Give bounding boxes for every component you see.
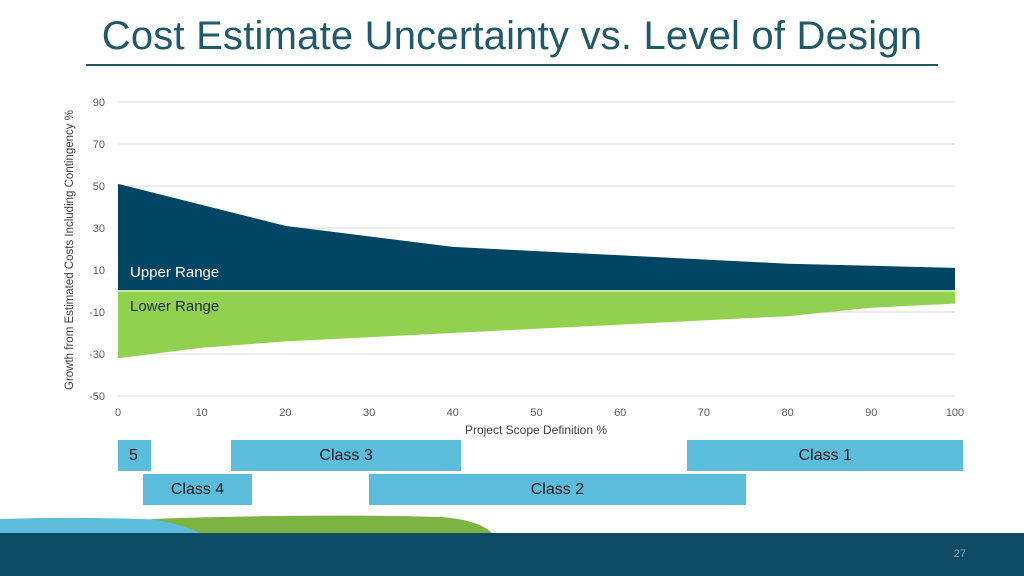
x-tick-label: 10 bbox=[196, 407, 208, 419]
x-tick-label: 20 bbox=[279, 407, 291, 419]
slide-title: Cost Estimate Uncertainty vs. Level of D… bbox=[101, 14, 923, 58]
x-tick-label: 90 bbox=[865, 407, 877, 419]
x-tick-label: 30 bbox=[363, 407, 375, 419]
x-tick-labels: 0 10 20 30 40 50 60 70 80 90 100 bbox=[115, 407, 964, 419]
upper-range-area bbox=[118, 183, 955, 291]
y-tick-label: -10 bbox=[89, 307, 105, 319]
class-5-bar: 5 bbox=[118, 440, 152, 471]
x-tick-label: 100 bbox=[946, 407, 964, 419]
class-2-bar: Class 2 bbox=[369, 474, 746, 505]
range-areas bbox=[118, 183, 955, 359]
y-tick-label: 70 bbox=[93, 139, 105, 151]
x-tick-label: 80 bbox=[781, 407, 793, 419]
x-tick-label: 40 bbox=[447, 407, 459, 419]
y-tick-label: 10 bbox=[93, 265, 105, 277]
y-tick-label: 30 bbox=[93, 223, 105, 235]
x-tick-label: 60 bbox=[614, 407, 626, 419]
class-1-bar: Class 1 bbox=[687, 440, 964, 471]
series-label-upper-range: Upper Range bbox=[130, 264, 219, 281]
y-tick-label: -30 bbox=[89, 349, 105, 361]
title-underline bbox=[86, 64, 938, 66]
lower-range-area bbox=[118, 291, 955, 359]
y-tick-label: 50 bbox=[93, 181, 105, 193]
x-tick-label: 70 bbox=[698, 407, 710, 419]
x-tick-label: 50 bbox=[530, 407, 542, 419]
x-axis-label: Project Scope Definition % bbox=[464, 423, 608, 437]
footer-bar bbox=[0, 533, 1024, 576]
class-4-bar: Class 4 bbox=[143, 474, 252, 505]
series-label-lower-range: Lower Range bbox=[130, 298, 219, 315]
y-tick-labels: 90 70 50 30 10 -10 -30 -50 bbox=[89, 97, 105, 403]
x-tick-label: 0 bbox=[115, 407, 121, 419]
y-tick-label: -50 bbox=[89, 391, 105, 403]
y-tick-label: 90 bbox=[93, 97, 105, 109]
class-3-bar: Class 3 bbox=[230, 440, 462, 471]
page-number: 27 bbox=[953, 548, 966, 560]
